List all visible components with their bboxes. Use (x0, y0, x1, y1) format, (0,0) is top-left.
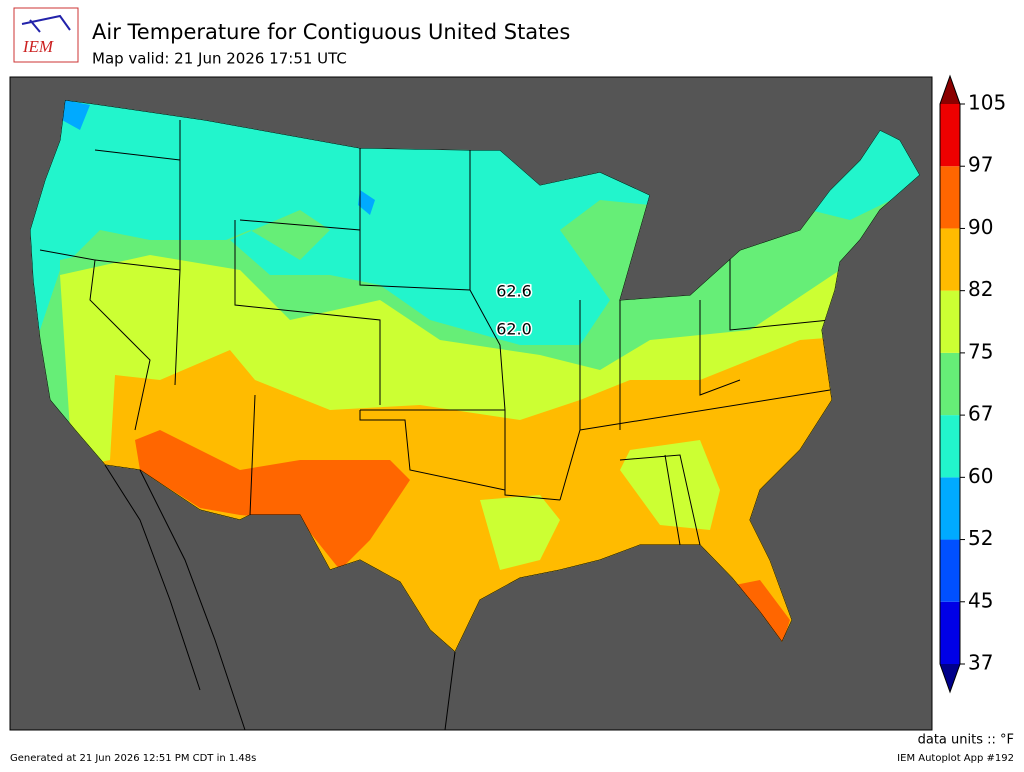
coastlines (104, 464, 456, 731)
colorbar-band (940, 539, 960, 602)
colorbar-tick-label: 37 (968, 651, 993, 675)
colorbar-tick-label: 75 (968, 339, 993, 363)
colorbar: 37 45 52 60 67 75 82 90 97 105 (939, 74, 1006, 694)
state-borders (30, 100, 920, 652)
generated-note: Generated at 21 Jun 2026 12:51 PM CDT in… (10, 753, 256, 764)
colorbar-tick-label: 67 (968, 402, 993, 426)
colorbar-tick-label: 52 (968, 526, 993, 550)
colorbar-tick-label: 60 (968, 464, 993, 488)
colorbar-band (940, 601, 960, 664)
contour-label: 62.6 (496, 282, 532, 301)
logo-frame (13, 7, 79, 63)
colorbar-band (940, 352, 960, 416)
logo: IEM (13, 7, 79, 63)
colorbar-under (940, 664, 960, 692)
zone-90 (135, 430, 790, 645)
colorbar-tick-label: 90 (968, 215, 993, 239)
contour-label: 62.0 (496, 320, 532, 339)
colorbar-over (940, 76, 960, 104)
title: Air Temperature for Contiguous United St… (92, 20, 570, 44)
colorbar-band (940, 104, 960, 167)
logo-text: IEM (22, 37, 54, 56)
logo-icon (21, 14, 71, 33)
colorbar-band (940, 290, 960, 353)
subtitle: Map valid: 21 Jun 2026 17:51 UTC (92, 50, 347, 68)
colorbar-band (940, 166, 960, 229)
colorbar-tick-label: 45 (968, 588, 993, 612)
colorbar-band (940, 415, 960, 478)
colorbar-tick-label: 82 (968, 277, 993, 301)
colorbar-tick-label: 97 (968, 153, 993, 177)
colorbar-band (940, 477, 960, 540)
colorbar-band (940, 228, 960, 291)
colorbar-tick-label: 105 (968, 91, 1006, 115)
app-label: IEM Autoplot App #192 (897, 753, 1014, 764)
units-label: data units :: °F (918, 733, 1014, 748)
zone-75-south (480, 440, 720, 570)
